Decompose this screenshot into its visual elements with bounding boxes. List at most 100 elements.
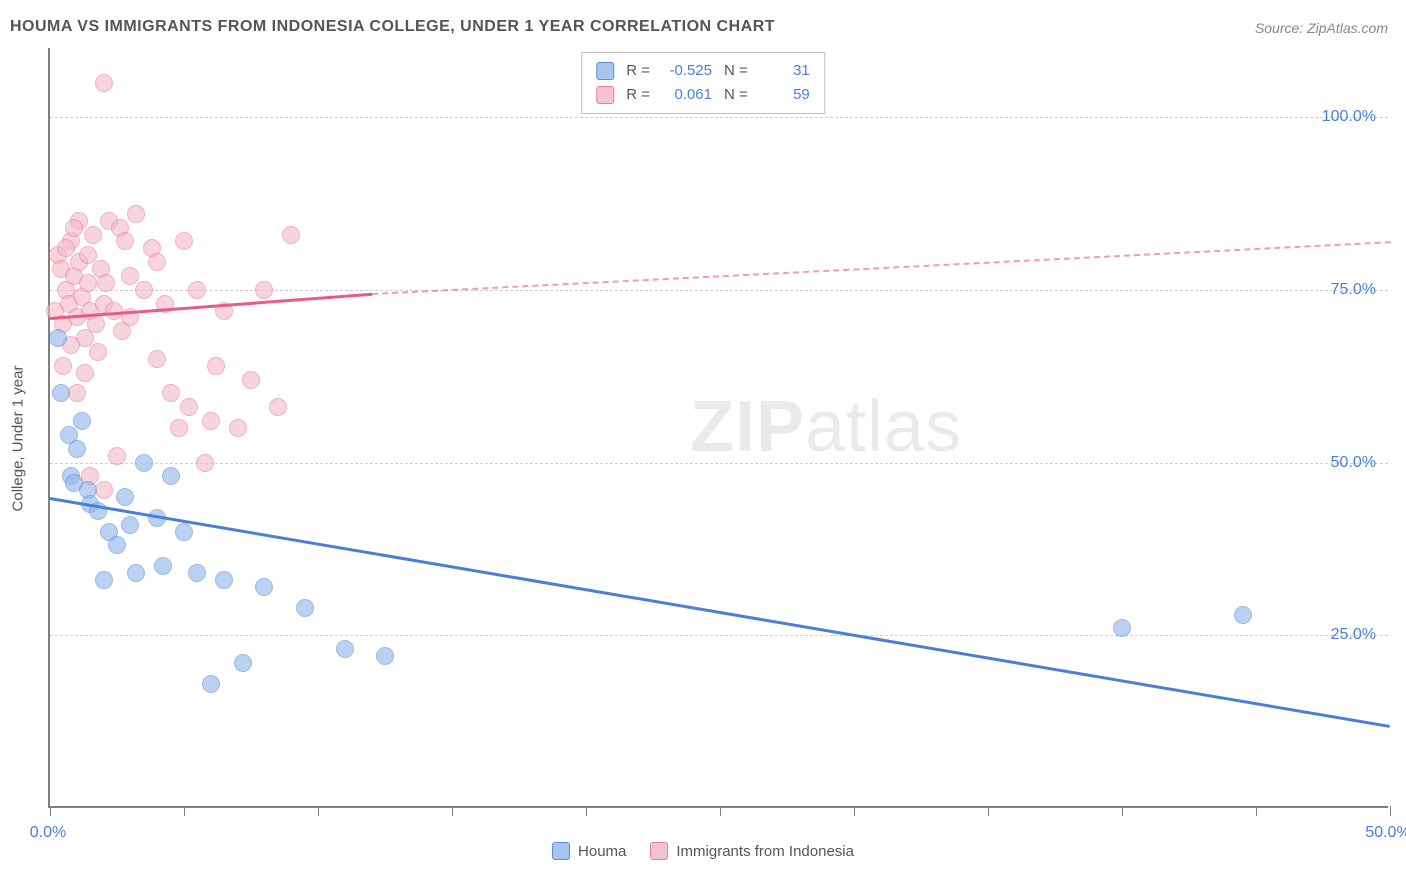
- n-label: N =: [724, 83, 748, 107]
- indonesia-point: [95, 74, 113, 92]
- x-tick: [1390, 806, 1391, 816]
- x-tick: [452, 806, 453, 816]
- indonesia-point: [57, 239, 75, 257]
- chart-container: HOUMA VS IMMIGRANTS FROM INDONESIA COLLE…: [0, 0, 1406, 892]
- houma-n-value: 31: [756, 59, 810, 83]
- houma-swatch-icon: [552, 842, 570, 860]
- legend-row-indonesia: R = 0.061 N = 59: [596, 83, 810, 107]
- x-tick: [50, 806, 51, 816]
- x-tick: [318, 806, 319, 816]
- indonesia-point: [108, 447, 126, 465]
- indonesia-n-value: 59: [756, 83, 810, 107]
- houma-point: [336, 640, 354, 658]
- houma-point: [1113, 619, 1131, 637]
- correlation-legend: R = -0.525 N = 31 R = 0.061 N = 59: [581, 52, 825, 114]
- watermark: ZIPatlas: [690, 386, 962, 468]
- indonesia-point: [116, 232, 134, 250]
- houma-point: [154, 557, 172, 575]
- gridline: [50, 290, 1388, 291]
- indonesia-point: [175, 232, 193, 250]
- indonesia-point: [89, 343, 107, 361]
- houma-point: [116, 488, 134, 506]
- r-label: R =: [626, 83, 650, 107]
- r-label: R =: [626, 59, 650, 83]
- indonesia-point: [170, 419, 188, 437]
- x-tick: [854, 806, 855, 816]
- indonesia-swatch-icon: [650, 842, 668, 860]
- x-tick: [720, 806, 721, 816]
- indonesia-trend-extrapolation: [372, 241, 1390, 295]
- indonesia-point: [121, 267, 139, 285]
- indonesia-point: [196, 454, 214, 472]
- houma-point: [108, 536, 126, 554]
- indonesia-point: [229, 419, 247, 437]
- indonesia-point: [269, 398, 287, 416]
- x-tick-label: 50.0%: [1365, 824, 1406, 842]
- indonesia-r-value: 0.061: [658, 83, 712, 107]
- indonesia-point: [87, 315, 105, 333]
- houma-point: [296, 599, 314, 617]
- houma-point: [52, 384, 70, 402]
- houma-point: [376, 647, 394, 665]
- houma-point: [121, 516, 139, 534]
- houma-point: [255, 578, 273, 596]
- gridline: [50, 635, 1388, 636]
- indonesia-point: [255, 281, 273, 299]
- indonesia-point: [162, 384, 180, 402]
- x-tick: [184, 806, 185, 816]
- indonesia-point: [113, 322, 131, 340]
- indonesia-point: [207, 357, 225, 375]
- y-tick-label: 25.0%: [1331, 626, 1376, 644]
- indonesia-point: [97, 274, 115, 292]
- y-tick-label: 75.0%: [1331, 281, 1376, 299]
- indonesia-point: [54, 357, 72, 375]
- y-tick-label: 50.0%: [1331, 454, 1376, 472]
- houma-label: Houma: [578, 843, 626, 860]
- indonesia-point: [84, 226, 102, 244]
- indonesia-point: [148, 350, 166, 368]
- houma-point: [162, 467, 180, 485]
- legend-row-houma: R = -0.525 N = 31: [596, 59, 810, 83]
- indonesia-point: [135, 281, 153, 299]
- x-tick: [988, 806, 989, 816]
- houma-point: [234, 654, 252, 672]
- indonesia-label: Immigrants from Indonesia: [676, 843, 854, 860]
- indonesia-point: [188, 281, 206, 299]
- indonesia-point: [65, 219, 83, 237]
- houma-point: [95, 571, 113, 589]
- houma-point: [127, 564, 145, 582]
- series-legend: Houma Immigrants from Indonesia: [552, 842, 854, 860]
- houma-point: [135, 454, 153, 472]
- indonesia-point: [68, 384, 86, 402]
- n-label: N =: [724, 59, 748, 83]
- x-tick: [586, 806, 587, 816]
- indonesia-point: [148, 253, 166, 271]
- legend-item-indonesia: Immigrants from Indonesia: [650, 842, 854, 860]
- chart-title: HOUMA VS IMMIGRANTS FROM INDONESIA COLLE…: [10, 18, 775, 36]
- y-tick-label: 100.0%: [1322, 108, 1376, 126]
- houma-trend-line: [50, 497, 1390, 727]
- gridline: [50, 463, 1388, 464]
- houma-point: [188, 564, 206, 582]
- y-axis-label: College, Under 1 year: [10, 366, 27, 512]
- houma-point: [175, 523, 193, 541]
- indonesia-point: [180, 398, 198, 416]
- houma-r-value: -0.525: [658, 59, 712, 83]
- houma-point: [215, 571, 233, 589]
- legend-item-houma: Houma: [552, 842, 626, 860]
- indonesia-point: [127, 205, 145, 223]
- indonesia-point: [242, 371, 260, 389]
- indonesia-point: [202, 412, 220, 430]
- houma-point: [49, 329, 67, 347]
- houma-swatch: [596, 62, 614, 80]
- x-tick-label: 0.0%: [30, 824, 66, 842]
- indonesia-swatch: [596, 86, 614, 104]
- houma-point: [73, 412, 91, 430]
- x-tick: [1122, 806, 1123, 816]
- houma-point: [1234, 606, 1252, 624]
- indonesia-point: [95, 481, 113, 499]
- indonesia-point: [282, 226, 300, 244]
- plot-area: ZIPatlas 25.0% 50.0% 75.0% 100.0%: [48, 48, 1388, 808]
- houma-point: [202, 675, 220, 693]
- indonesia-point: [76, 364, 94, 382]
